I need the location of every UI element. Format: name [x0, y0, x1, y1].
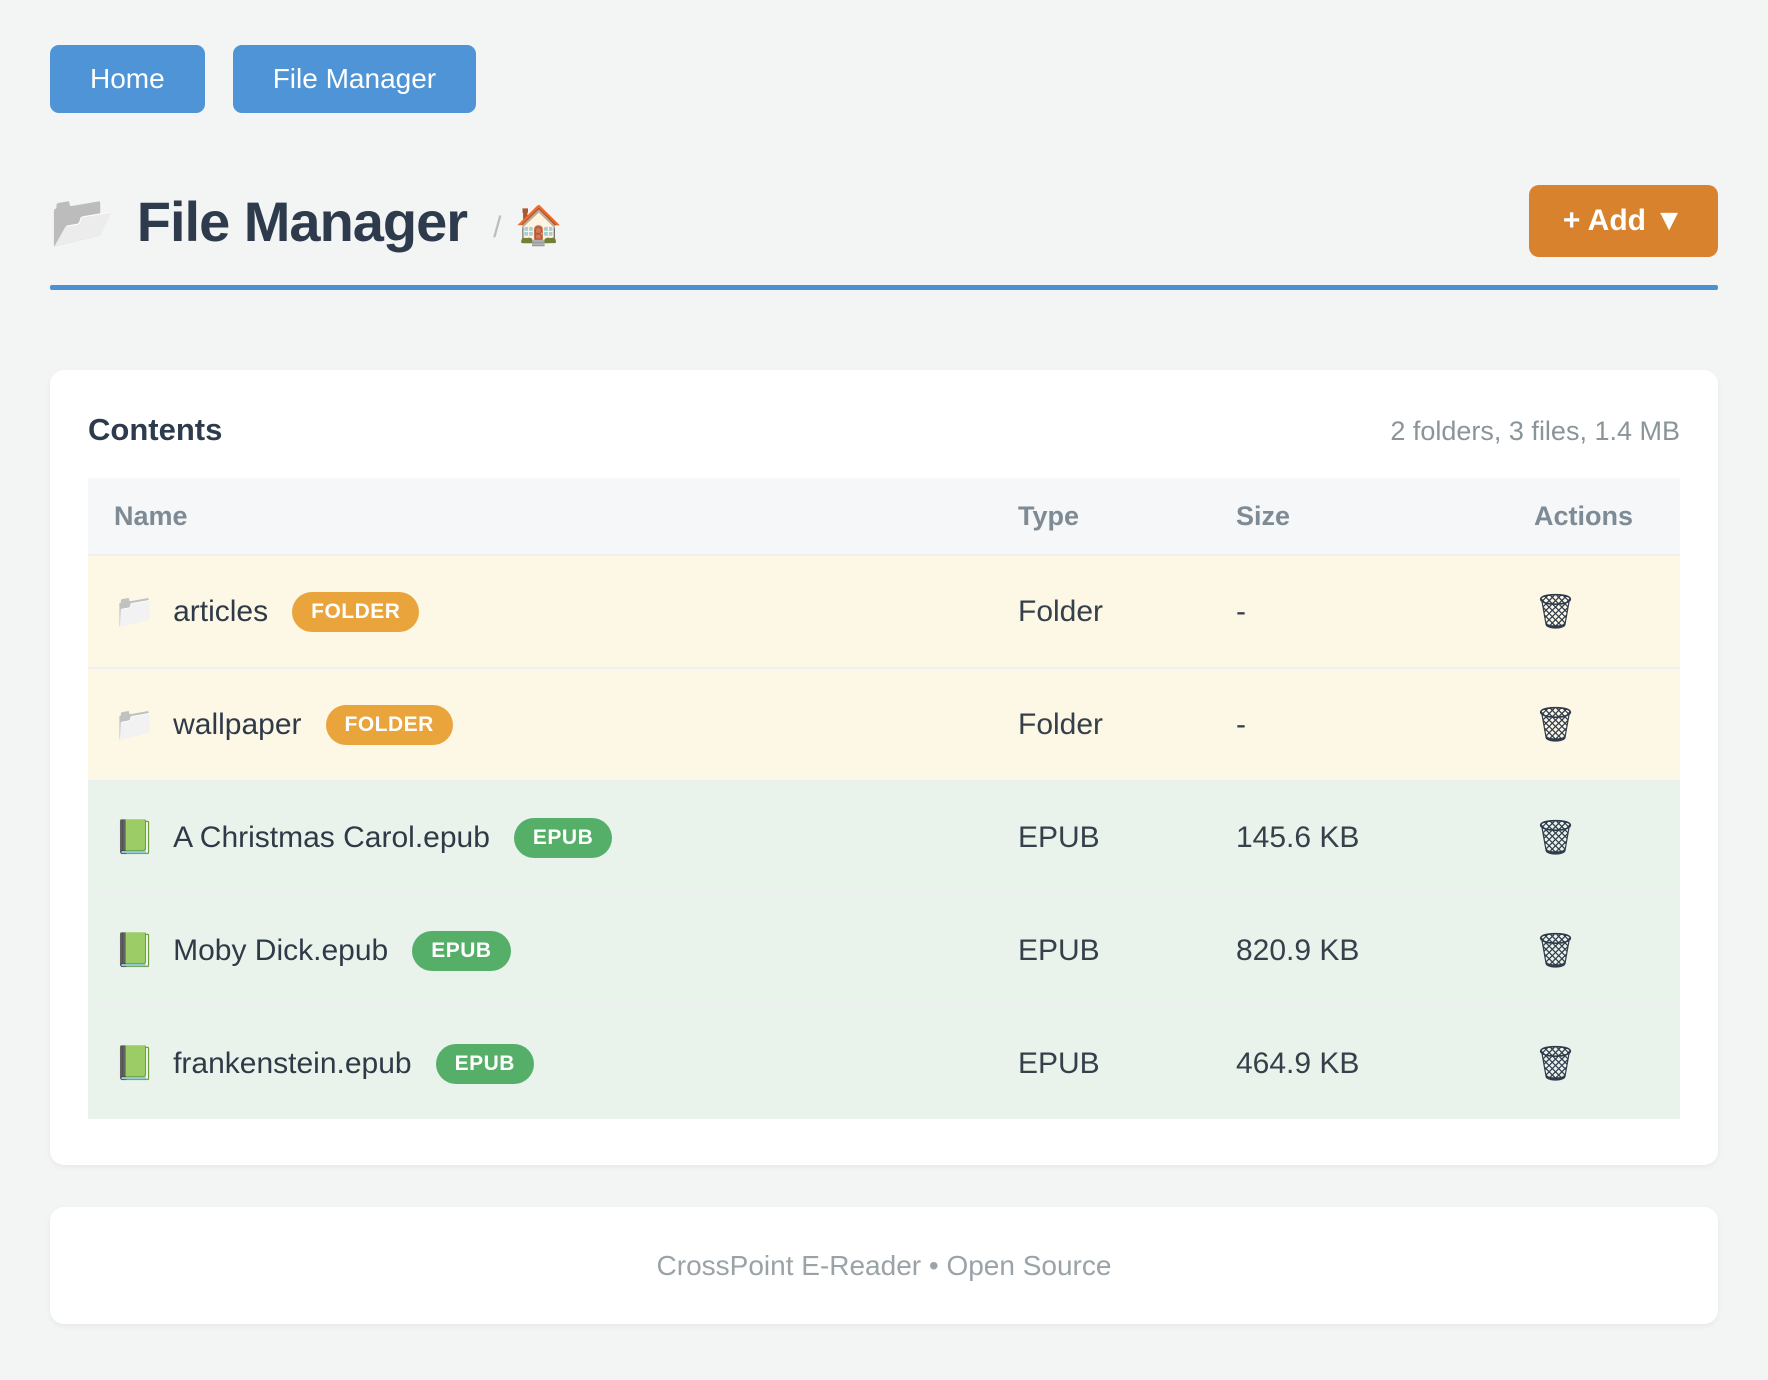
table-row: 📗 Moby Dick.epub EPUB EPUB 820.9 KB 🗑	[88, 893, 1680, 1006]
file-name[interactable]: A Christmas Carol.epub	[173, 820, 490, 854]
page-header: 📂 File Manager / 🏠 + Add ▼	[50, 185, 1718, 257]
folder-icon: 📂	[50, 192, 115, 251]
size-cell: -	[1236, 594, 1246, 628]
file-name[interactable]: articles	[173, 594, 269, 628]
contents-header: Contents 2 folders, 3 files, 1.4 MB	[88, 412, 1680, 448]
type-cell: EPUB	[1018, 820, 1100, 854]
book-icon: 📗	[114, 1044, 156, 1081]
column-header-name: Name	[114, 500, 188, 531]
table-header-row: Name Type Size Actions	[88, 478, 1680, 554]
type-cell: Folder	[1018, 707, 1104, 741]
footer: CrossPoint E-Reader • Open Source	[50, 1207, 1718, 1324]
book-icon: 📗	[114, 818, 156, 855]
trash-icon[interactable]: 🗑	[1534, 592, 1578, 631]
trash-icon[interactable]: 🗑	[1534, 931, 1578, 970]
size-cell: 145.6 KB	[1236, 820, 1360, 854]
add-button[interactable]: + Add ▼	[1528, 185, 1718, 257]
home-button[interactable]: Home	[50, 45, 205, 113]
table-row: 📗 frankenstein.epub EPUB EPUB 464.9 KB 🗑	[88, 1006, 1680, 1119]
top-nav: Home File Manager	[50, 45, 1718, 113]
type-badge: EPUB	[412, 930, 511, 971]
column-header-actions: Actions	[1534, 500, 1634, 531]
divider	[50, 285, 1718, 290]
size-cell: 820.9 KB	[1236, 933, 1360, 967]
contents-heading: Contents	[88, 412, 223, 447]
type-cell: EPUB	[1018, 1046, 1100, 1080]
contents-summary: 2 folders, 3 files, 1.4 MB	[1390, 416, 1680, 446]
size-cell: -	[1236, 707, 1246, 741]
type-badge: EPUB	[513, 817, 613, 858]
column-header-type: Type	[1018, 500, 1080, 531]
type-cell: EPUB	[1018, 933, 1100, 967]
trash-icon[interactable]: 🗑	[1534, 818, 1578, 857]
folder-icon: 📁	[114, 592, 156, 629]
column-header-size: Size	[1236, 500, 1291, 531]
table-row: 📁 articles FOLDER Folder - 🗑	[88, 554, 1680, 667]
file-name[interactable]: frankenstein.epub	[173, 1046, 412, 1080]
type-badge: EPUB	[435, 1043, 534, 1084]
file-manager-button[interactable]: File Manager	[232, 45, 477, 113]
book-icon: 📗	[114, 931, 156, 968]
trash-icon[interactable]: 🗑	[1534, 705, 1578, 744]
file-name[interactable]: Moby Dick.epub	[173, 933, 389, 967]
trash-icon[interactable]: 🗑	[1534, 1044, 1578, 1083]
home-icon[interactable]: 🏠	[515, 205, 563, 247]
breadcrumb: /	[493, 211, 502, 244]
type-cell: Folder	[1018, 594, 1104, 628]
folder-icon: 📁	[114, 705, 156, 742]
size-cell: 464.9 KB	[1236, 1046, 1360, 1080]
file-table: Name Type Size Actions 📁 articles FOLDER…	[88, 478, 1680, 1119]
type-badge: FOLDER	[292, 591, 420, 632]
page: Home File Manager 📂 File Manager / 🏠 + A…	[50, 45, 1718, 1324]
file-name[interactable]: wallpaper	[173, 707, 302, 741]
page-title: File Manager	[136, 189, 468, 253]
contents-card: Contents 2 folders, 3 files, 1.4 MB Name…	[50, 370, 1718, 1165]
table-row: 📗 A Christmas Carol.epub EPUB EPUB 145.6…	[88, 780, 1680, 893]
footer-text: CrossPoint E-Reader • Open Source	[656, 1249, 1112, 1281]
table-row: 📁 wallpaper FOLDER Folder - 🗑	[88, 667, 1680, 780]
type-badge: FOLDER	[325, 704, 453, 745]
